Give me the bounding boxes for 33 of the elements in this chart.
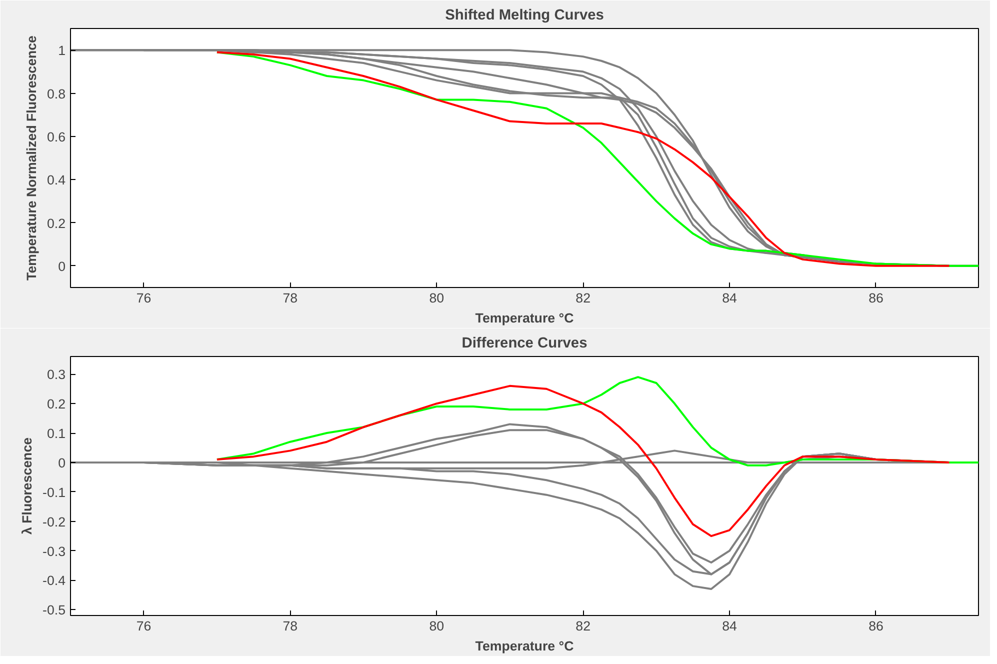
y-tick-label: 0.1 xyxy=(46,426,66,442)
x-tick-label: 76 xyxy=(136,290,152,306)
x-tick-label: 80 xyxy=(429,290,444,306)
y-tick-label: 0 xyxy=(58,258,66,274)
x-tick-label: 84 xyxy=(722,618,738,634)
y-axis-title: λ Fluorescence xyxy=(20,437,35,535)
x-tick-label: 80 xyxy=(429,618,444,634)
x-tick-label: 86 xyxy=(868,290,884,306)
x-axis-title: Temperature °C xyxy=(475,310,574,326)
y-tick-label: -0.4 xyxy=(42,573,66,588)
y-axis-title: Temperature Normalized Fluorescence xyxy=(24,36,39,280)
x-tick-label: 84 xyxy=(722,290,738,306)
chart-title: Difference Curves xyxy=(462,336,588,352)
x-tick-label: 82 xyxy=(576,618,590,634)
y-tick-label: 0.8 xyxy=(46,86,66,102)
y-tick-label: -0.3 xyxy=(42,544,66,559)
y-tick-label: 0 xyxy=(58,455,66,470)
y-tick-label: 1 xyxy=(58,43,66,58)
x-tick-label: 78 xyxy=(282,618,298,634)
y-tick-label: 0.2 xyxy=(46,396,66,412)
x-tick-label: 86 xyxy=(868,618,884,634)
x-axis-title: Temperature °C xyxy=(475,638,574,654)
x-tick-label: 76 xyxy=(136,618,152,634)
x-tick-label: 78 xyxy=(282,290,298,306)
y-tick-label: -0.2 xyxy=(42,514,66,530)
y-tick-label: 0.2 xyxy=(46,216,66,231)
y-tick-label: 0.6 xyxy=(46,129,66,144)
x-tick-label: 82 xyxy=(576,290,590,306)
chart-title: Shifted Melting Curves xyxy=(445,8,604,24)
y-tick-label: 0.4 xyxy=(46,172,66,188)
y-tick-label: -0.5 xyxy=(42,602,66,618)
y-tick-label: -0.1 xyxy=(42,484,66,500)
y-tick-label: 0.3 xyxy=(46,367,66,382)
